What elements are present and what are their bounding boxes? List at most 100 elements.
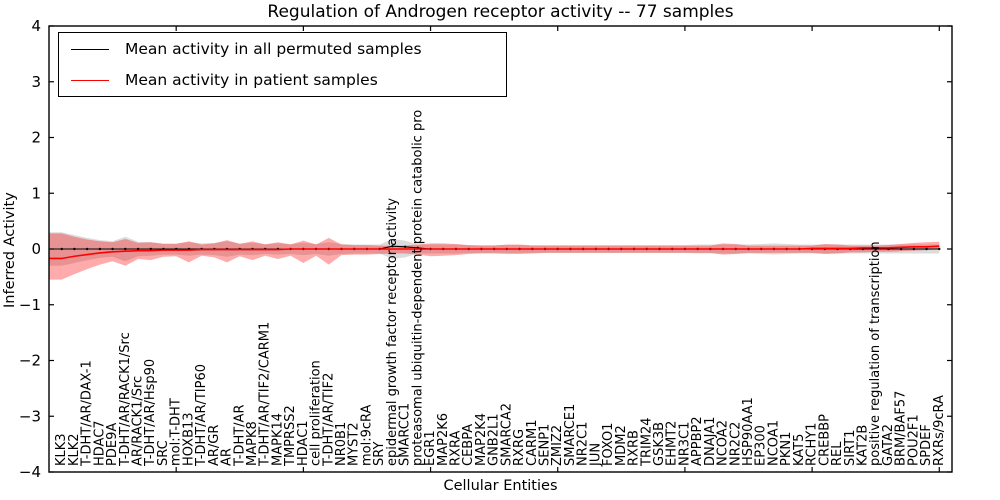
x-tick-label: NCOA2	[716, 420, 731, 466]
x-tick-label: HOXB13	[181, 412, 196, 466]
y-tick-label: 0	[31, 240, 41, 258]
x-tick-label: PKN1	[779, 432, 794, 466]
x-tick-label: proteasomal ubiquitin-dependent protein …	[410, 110, 425, 466]
x-tick-label: RXRs/9cRA	[932, 395, 947, 466]
x-tick-label: JUN	[588, 443, 603, 467]
x-tick-label: RXRB	[627, 430, 642, 466]
x-tick-label: FOXO1	[601, 423, 616, 466]
x-tick-label: TRIM24	[639, 417, 654, 467]
x-tick-label: T-DHT/AR/Hsp90	[143, 359, 158, 467]
x-tick-label: MAPK14	[270, 413, 285, 466]
x-tick-label: TMPRSS2	[283, 405, 298, 467]
data-point-marker	[136, 247, 140, 251]
data-point-marker	[925, 247, 928, 251]
x-tick-label: APPBP2	[690, 416, 705, 466]
x-tick-label: epidermal growth factor receptor activit…	[385, 198, 400, 466]
x-tick-label: KAT5	[792, 434, 807, 466]
y-tick-label: 3	[31, 73, 41, 91]
x-tick-label: POU2F1	[906, 414, 921, 466]
data-point-marker	[938, 247, 941, 251]
x-tick-label: SMARCC1	[398, 403, 413, 466]
x-tick-label: MAPK8	[245, 421, 260, 466]
data-point-marker	[85, 247, 89, 251]
data-point-marker	[912, 247, 916, 251]
y-tick-label: 1	[31, 184, 41, 202]
data-point-marker	[124, 247, 127, 251]
x-tick-label: HDAC7	[92, 420, 107, 466]
x-tick-label: KAT2B	[855, 425, 870, 466]
x-tick-label: cell proliferation	[309, 360, 324, 466]
data-point-marker	[149, 247, 152, 251]
data-point-marker	[98, 247, 102, 251]
data-point-marker	[391, 245, 394, 248]
x-tick-label: CREBBP	[817, 414, 832, 466]
x-tick-label: KLK2	[67, 433, 82, 466]
y-axis-label: Inferred Activity	[2, 192, 18, 308]
x-tick-label: SMARCA2	[499, 403, 514, 466]
permuted-line-swatch	[71, 48, 109, 50]
x-tick-label: SIRT1	[843, 430, 858, 466]
x-tick-label: KLK3	[54, 433, 69, 466]
x-tick-label: CEBPA	[461, 424, 476, 466]
y-tick-label: −4	[19, 463, 41, 481]
x-tick-label: GATA2	[881, 424, 896, 466]
data-point-marker	[899, 247, 903, 251]
legend-label: Mean activity in all permuted samples	[125, 40, 422, 58]
x-tick-label: MDM2	[614, 425, 629, 466]
x-tick-label: PDE9A	[105, 423, 120, 466]
x-tick-label: EP300	[754, 425, 769, 466]
x-tick-label: mol:9cRA	[359, 404, 374, 466]
data-point-marker	[73, 247, 76, 251]
x-tick-label: positive regulation of transcription	[868, 241, 883, 466]
x-tick-label: NR2C2	[728, 422, 743, 466]
x-tick-label: SRY	[372, 442, 387, 466]
legend-label: Mean activity in patient samples	[125, 71, 378, 89]
x-tick-label: BRM/BAF57	[894, 391, 909, 466]
x-tick-label: SPDEF	[919, 424, 934, 466]
x-tick-label: GNB2L1	[487, 413, 502, 466]
x-tick-label: SMARCE1	[563, 404, 578, 466]
x-tick-label: MAP2K4	[474, 413, 489, 466]
x-tick-label: REL	[830, 441, 845, 466]
y-tick-label: −1	[19, 296, 41, 314]
x-tick-label: T-DHT/AR/DAX-1	[80, 360, 95, 467]
x-tick-label: EGR1	[423, 430, 438, 466]
y-tick-label: −2	[19, 352, 41, 370]
legend: Mean activity in all permuted samples Me…	[58, 32, 507, 97]
chart-title: Regulation of Androgen receptor activity…	[267, 2, 734, 22]
x-tick-label: AR/RACK1/Src	[131, 376, 146, 466]
x-tick-label: HSP90AA1	[741, 397, 756, 466]
x-tick-label: SRC	[156, 440, 171, 466]
x-tick-label: ZMIZ2	[550, 425, 565, 466]
x-tick-label: NCOA1	[766, 420, 781, 466]
x-tick-label: T-DHT/AR/TIF2/CARM1	[258, 322, 273, 467]
y-tick-label: −3	[19, 407, 41, 425]
data-point-marker	[403, 245, 407, 248]
y-tick-label: 2	[31, 129, 41, 147]
x-tick-label: T-DHT/AR	[232, 405, 247, 467]
x-tick-label: MYST2	[347, 422, 362, 466]
x-tick-label: HDAC1	[296, 420, 311, 466]
x-tick-label: RXRA	[448, 431, 463, 466]
patient-line-swatch	[71, 79, 109, 81]
x-axis-label: Cellular Entities	[443, 478, 558, 494]
x-tick-label: DNAJA1	[703, 417, 718, 466]
data-point-marker	[111, 247, 114, 251]
patient-mean-line	[49, 245, 940, 260]
data-point-marker	[60, 247, 63, 251]
patient-band	[49, 233, 940, 280]
x-tick-label: AR	[220, 448, 235, 466]
x-tick-label: T-DHT/AR/RACK1/Src	[118, 332, 133, 467]
x-tick-label: CARM1	[525, 420, 540, 467]
x-tick-label: SENP1	[538, 424, 553, 466]
x-tick-label: RXRG	[512, 429, 527, 466]
x-tick-label: NR0B1	[334, 422, 349, 466]
x-tick-label: T-DHT/AR/TIP60	[194, 364, 209, 467]
legend-item-permuted: Mean activity in all permuted samples	[59, 34, 506, 64]
x-tick-label: RCHY1	[805, 423, 820, 466]
y-tick-label: 4	[31, 17, 41, 35]
x-tick-label: MAP2K6	[436, 413, 451, 466]
x-tick-label: mol:T-DHT	[169, 398, 184, 466]
